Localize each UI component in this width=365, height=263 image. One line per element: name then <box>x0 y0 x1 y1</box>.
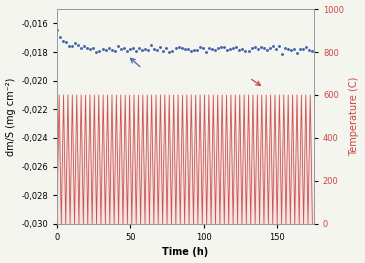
X-axis label: Time (h): Time (h) <box>162 247 208 257</box>
Y-axis label: dm/S (mg cm⁻²): dm/S (mg cm⁻²) <box>5 77 16 156</box>
Y-axis label: Temperature (C): Temperature (C) <box>349 77 360 156</box>
